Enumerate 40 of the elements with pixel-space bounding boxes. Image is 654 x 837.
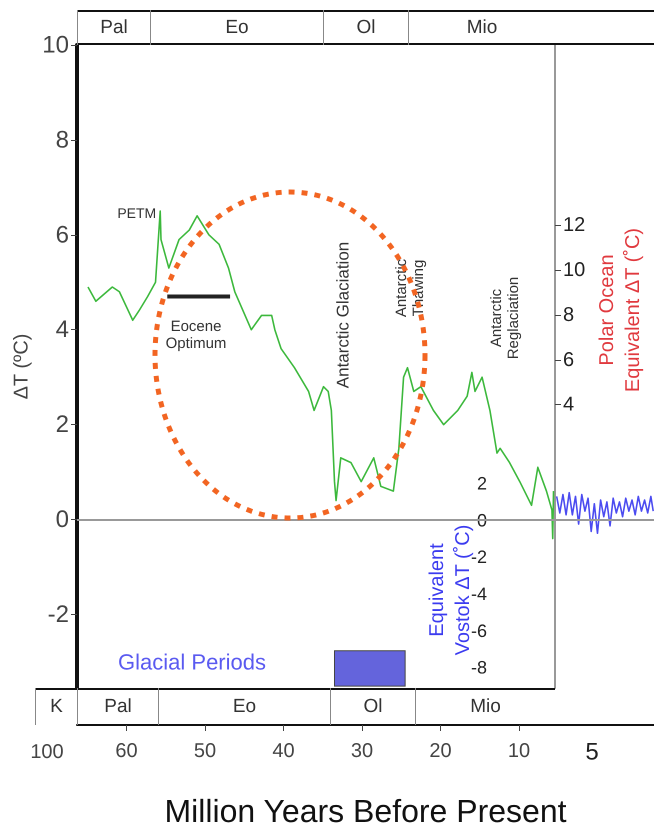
x-tick-label: 30 bbox=[350, 740, 374, 762]
annotation: PETM bbox=[117, 204, 156, 221]
y-tick-label: 8 bbox=[56, 126, 69, 154]
y2-tick-label: 10 bbox=[563, 258, 586, 281]
annotation: Glacial Periods bbox=[118, 650, 266, 674]
text: Ol bbox=[323, 10, 408, 45]
y2-tick-label: 4 bbox=[563, 394, 574, 416]
x-axis-title: Million Years Before Present bbox=[164, 793, 567, 829]
annotation: Antarctic Reglaciation bbox=[488, 276, 522, 360]
text: Pal bbox=[77, 10, 150, 45]
y3-tick-label: 2 bbox=[476, 473, 487, 494]
y2-axis-title: Polar Ocean Equivalent ΔT (˚C) bbox=[596, 228, 644, 392]
y2-tick-label: 6 bbox=[563, 348, 574, 371]
x-tick-label: 10 bbox=[508, 740, 530, 762]
y-tick-label: 6 bbox=[56, 221, 69, 248]
annotation: Eocene Optimum bbox=[166, 318, 226, 352]
y-tick-label: 10 bbox=[42, 32, 69, 58]
x-tick-label: 20 bbox=[429, 740, 452, 762]
text: Eo bbox=[158, 688, 330, 725]
y-tick-label: 0 bbox=[56, 506, 69, 534]
x-tick-label: 40 bbox=[272, 740, 295, 762]
x-tick-label: 60 bbox=[115, 740, 138, 762]
y2-tick-label: 12 bbox=[563, 214, 586, 236]
text: Mio bbox=[408, 10, 555, 45]
y-axis-title: ΔT (ºC) bbox=[10, 334, 32, 400]
x-tick-label: 50 bbox=[194, 740, 216, 762]
y2-tick-label: 8 bbox=[563, 304, 574, 326]
y-tick-label: -2 bbox=[48, 600, 69, 628]
text: K bbox=[35, 688, 77, 725]
text: 100 bbox=[30, 741, 64, 763]
text: 5 bbox=[585, 738, 599, 766]
y3-tick-label: -8 bbox=[470, 658, 487, 678]
y-tick-label: 2 bbox=[56, 411, 69, 438]
line-series bbox=[556, 492, 654, 534]
annotation: Antarctic Glaciation bbox=[334, 242, 352, 388]
text: Pal bbox=[77, 688, 158, 725]
text: Eo bbox=[150, 10, 323, 45]
text: Ol bbox=[330, 688, 415, 725]
y-tick-label: 4 bbox=[56, 316, 69, 344]
text: Mio bbox=[415, 688, 555, 725]
